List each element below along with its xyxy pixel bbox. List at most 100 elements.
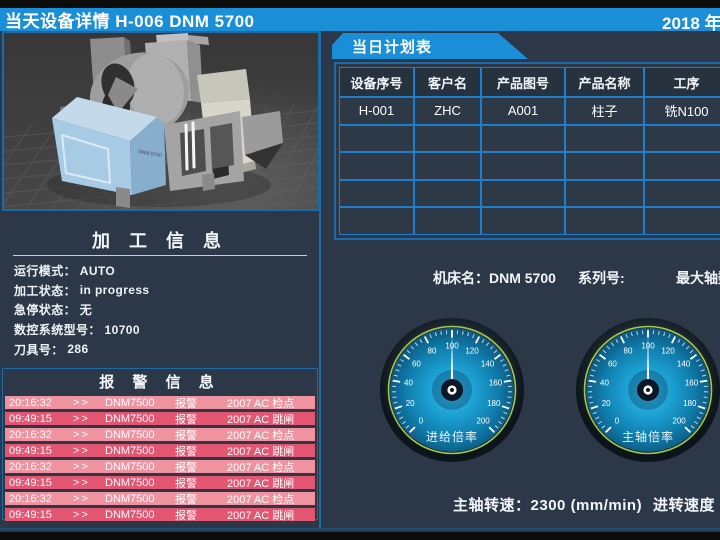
alarm-type: 报警: [175, 461, 197, 474]
alarm-time: 09:49:15: [9, 508, 52, 521]
alarm-arrow: >>: [73, 412, 90, 425]
alarm-row: 20:16:32 >> DNM7500 报警 2007 AC 检点: [5, 396, 315, 410]
table-cell: [566, 208, 643, 234]
alarm-type: 报警: [175, 429, 197, 442]
field-label: 加工状态：: [14, 283, 77, 298]
header-date: 2018 年: [662, 14, 720, 33]
table-cell: [566, 180, 643, 206]
svg-text:主轴倍率: 主轴倍率: [622, 429, 674, 444]
machine-name-value: DNM 5700: [489, 270, 556, 286]
svg-text:120: 120: [661, 346, 675, 355]
field-cnc-model: 数控系统型号： 10700: [14, 320, 314, 340]
field-value: 10700: [104, 322, 140, 337]
svg-text:180: 180: [487, 399, 501, 408]
vertical-divider: [319, 31, 321, 528]
alarm-type: 报警: [175, 477, 197, 490]
alarm-device: DNM7500: [105, 508, 155, 521]
alarm-device: DNM7500: [105, 396, 155, 409]
feed-speed-label: 进转速度: [653, 497, 716, 514]
table-cell: [415, 153, 480, 179]
alarm-type: 报警: [175, 445, 197, 458]
plan-table-frame: 设备序号 客户名 产品图号 产品名称 工序 H-001 ZHC A001 柱子 …: [334, 62, 720, 240]
table-cell: 柱子: [566, 98, 643, 124]
alarm-time: 20:16:32: [9, 428, 52, 441]
top-black-strip: [0, 0, 720, 8]
alarm-info-panel: 报 警 信 息 20:16:32 >> DNM7500 报警 2007 AC 检…: [2, 368, 318, 522]
alarm-detail: 2007 AC 检点: [227, 461, 295, 474]
table-cell: [340, 125, 413, 151]
alarm-type: 报警: [175, 509, 197, 522]
table-cell: [645, 208, 720, 234]
svg-text:20: 20: [406, 399, 415, 408]
tab-daily-plan-label: 当日计划表: [352, 38, 433, 56]
alarm-time: 09:49:15: [9, 412, 52, 425]
svg-text:160: 160: [685, 379, 699, 388]
svg-text:120: 120: [465, 346, 479, 355]
alarm-row: 09:49:15 >> DNM7500 报警 2007 AC 跳闸: [5, 412, 315, 426]
machine-model-label: DNM 5700: [138, 149, 163, 159]
alarm-device: DNM7500: [105, 476, 155, 489]
alarm-time: 20:16:32: [9, 460, 52, 473]
alarm-row: 20:16:32 >> DNM7500 报警 2007 AC 检点: [5, 492, 315, 506]
alarm-arrow: >>: [73, 476, 90, 489]
bottom-black-strip: [0, 532, 720, 540]
alarm-detail: 2007 AC 检点: [227, 493, 295, 506]
alarm-detail: 2007 AC 跳闸: [227, 445, 295, 458]
processing-info-fields: 运行模式： AUTO 加工状态： in progress 急停状态： 无 数控系…: [14, 261, 314, 359]
alarm-row: 09:49:15 >> DNM7500 报警 2007 AC 跳闸: [5, 508, 315, 522]
svg-text:80: 80: [428, 346, 437, 355]
alarm-row: 09:49:15 >> DNM7500 报警 2007 AC 跳闸: [5, 444, 315, 458]
alarm-row: 20:16:32 >> DNM7500 报警 2007 AC 检点: [5, 460, 315, 474]
spindle-speed-readout: 主轴转速：2300 (mm/min): [453, 494, 642, 515]
alarm-arrow: >>: [73, 428, 90, 441]
alarm-arrow: >>: [73, 396, 90, 409]
col-header-customer: 客户名: [415, 68, 480, 96]
field-value: 286: [67, 342, 89, 357]
svg-text:40: 40: [600, 379, 609, 388]
field-label: 运行模式：: [14, 264, 77, 279]
spindle-speed-unit: (mm/min): [570, 497, 643, 514]
machine-name-field: 机床名：DNM 5700: [433, 268, 556, 288]
alarm-detail: 2007 AC 跳闸: [227, 413, 295, 426]
spindle-speed-value: 2300: [530, 497, 566, 514]
svg-text:80: 80: [624, 346, 633, 355]
svg-text:60: 60: [412, 360, 421, 369]
svg-text:140: 140: [677, 360, 691, 369]
svg-text:200: 200: [672, 417, 686, 426]
alarm-info-title: 报 警 信 息: [99, 374, 221, 391]
feed-speed-readout: 进转速度: [653, 494, 715, 515]
svg-text:0: 0: [419, 417, 424, 426]
machine-image-panel: DNM 5700: [2, 31, 320, 211]
spindle-override-gauge: 020406080100120140160180200 主轴倍率: [568, 310, 720, 470]
col-header-device-no: 设备序号: [340, 68, 413, 96]
alarm-detail: 2007 AC 跳闸: [227, 477, 295, 490]
table-cell: [482, 125, 564, 151]
alarm-device: DNM7500: [105, 412, 155, 425]
field-tool-number: 刀具号： 286: [14, 339, 314, 359]
max-axes-field: 最大轴数: [676, 268, 720, 288]
svg-text:0: 0: [615, 417, 620, 426]
svg-text:进给倍率: 进给倍率: [426, 429, 478, 444]
alarm-type: 报警: [175, 493, 197, 506]
table-cell: ZHC: [415, 98, 480, 124]
alarm-device: DNM7500: [105, 460, 155, 473]
table-cell: [645, 180, 720, 206]
table-cell: H-001: [340, 98, 413, 124]
alarm-list: 20:16:32 >> DNM7500 报警 2007 AC 检点 09:49:…: [3, 396, 317, 522]
alarm-time: 09:49:15: [9, 476, 52, 489]
plan-table: 设备序号 客户名 产品图号 产品名称 工序 H-001 ZHC A001 柱子 …: [339, 67, 720, 235]
field-label: 数控系统型号：: [14, 323, 101, 338]
header-bar: 当天设备详情 H-006 DNM 5700 2018 年: [0, 8, 720, 33]
field-value: 无: [79, 303, 93, 318]
alarm-row: 20:16:32 >> DNM7500 报警 2007 AC 检点: [5, 428, 315, 442]
alarm-device: DNM7500: [105, 428, 155, 441]
alarm-type: 报警: [175, 413, 197, 426]
alarm-row: 09:49:15 >> DNM7500 报警 2007 AC 跳闸: [5, 476, 315, 490]
svg-text:140: 140: [481, 360, 495, 369]
table-cell: A001: [482, 98, 564, 124]
field-label: 急停状态：: [14, 303, 77, 318]
tab-daily-plan[interactable]: 当日计划表: [332, 33, 528, 59]
svg-text:40: 40: [404, 379, 413, 388]
alarm-arrow: >>: [73, 492, 90, 505]
